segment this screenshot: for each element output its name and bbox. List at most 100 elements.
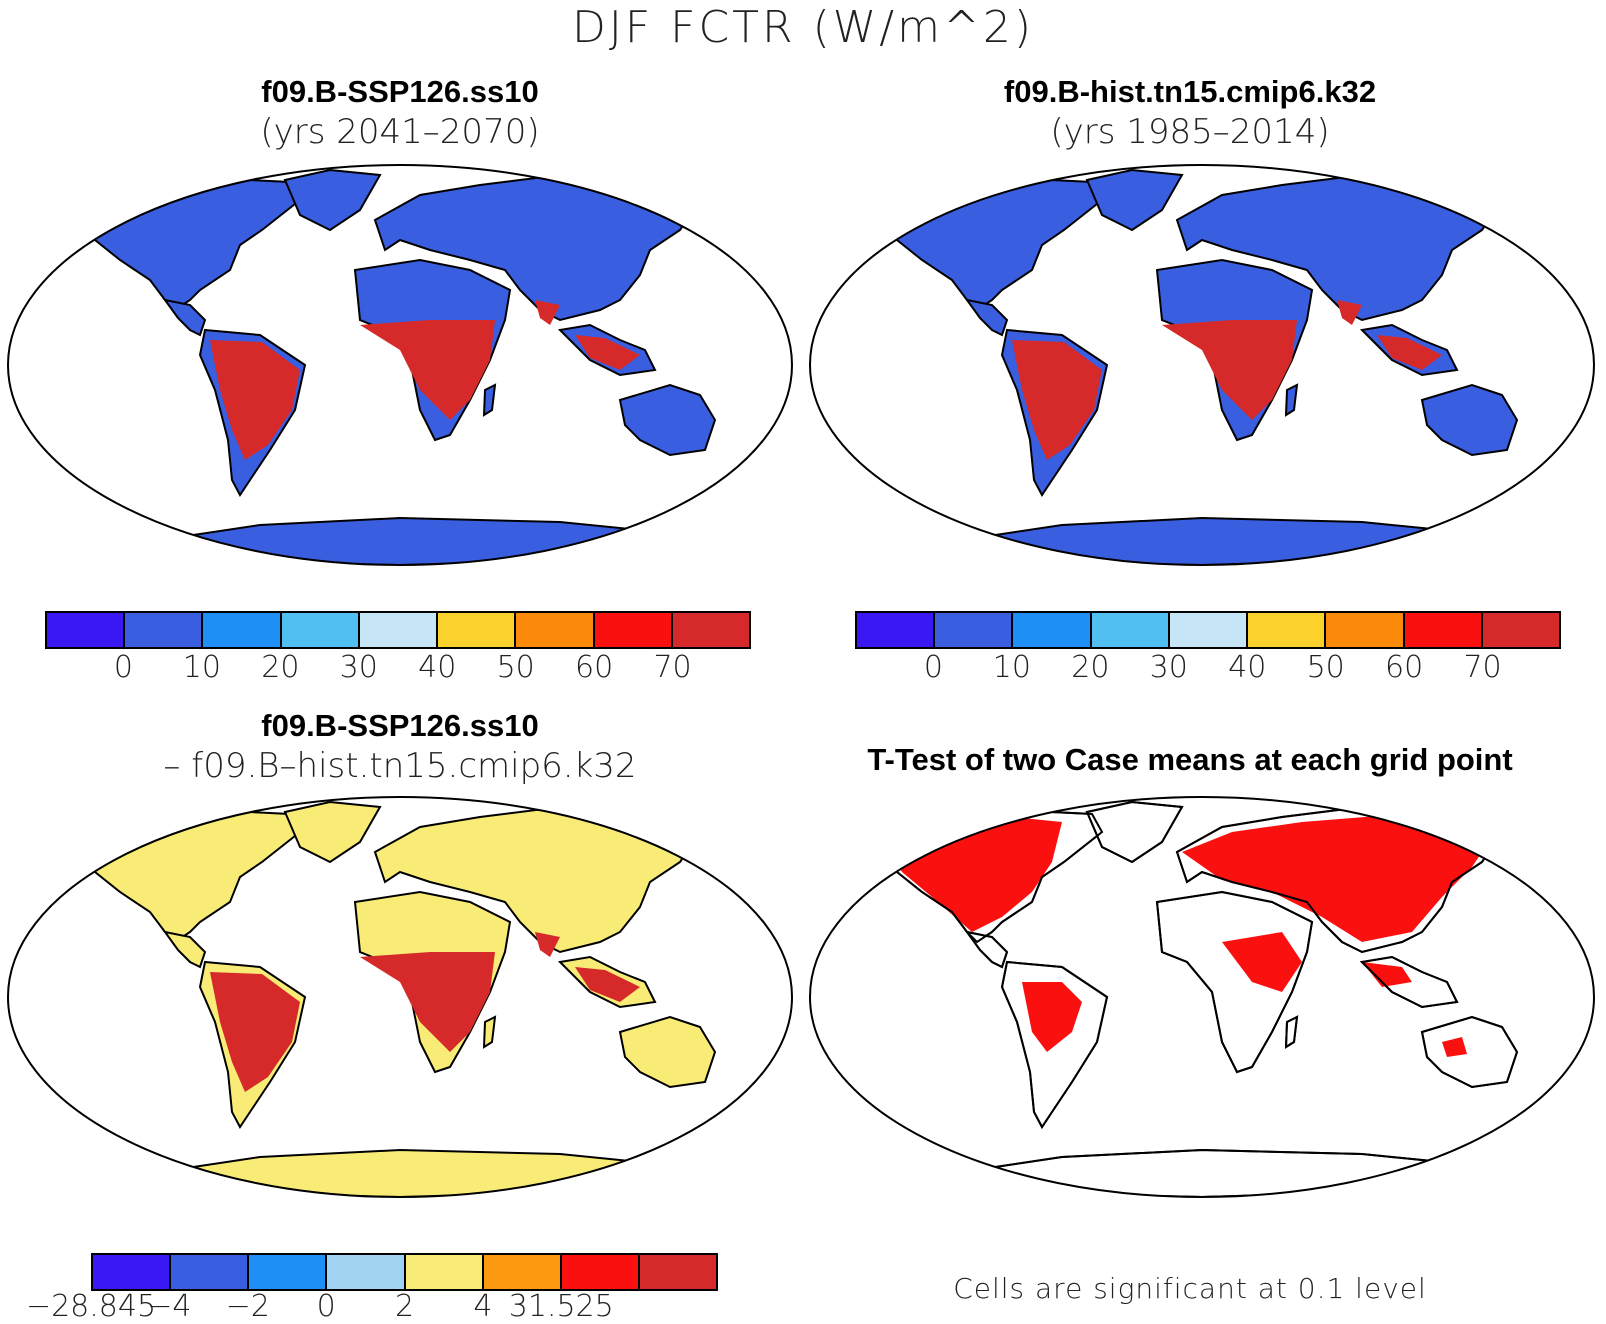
coastline-seasia <box>1359 955 1459 1009</box>
colorbar-tick-label: 0 <box>923 650 943 685</box>
colorbar-swatch <box>405 1255 484 1289</box>
tropics-india <box>1337 300 1362 325</box>
panel-title-historical: f09.B-hist.tn15.cmip6.k32 <box>1003 74 1377 109</box>
panel-title-future: f09.B-SSP126.ss10 <box>261 74 539 109</box>
colorbar-swatch <box>249 1255 328 1289</box>
continent-camerica <box>964 298 1009 337</box>
continent-madagascar <box>482 383 497 417</box>
panel-subtitle-future: (yrs 2041–2070) <box>260 112 540 152</box>
map-land-layer <box>73 168 717 565</box>
colorbar-tick-label: 0 <box>316 1289 336 1324</box>
colorbar-swatch <box>516 613 595 647</box>
colorbar-swatch <box>1013 613 1092 647</box>
colorbar-future-labels: 0 10 20 30 40 50 60 70 <box>45 650 751 690</box>
colorbar-swatch <box>281 613 360 647</box>
significant-region <box>1022 982 1082 1052</box>
map-land-layer <box>73 800 717 1197</box>
colorbar-historical-labels: 0 10 20 30 40 50 60 70 <box>855 650 1561 690</box>
colorbar-tick-label: 30 <box>1149 650 1188 685</box>
colorbar-tick-label: 50 <box>1306 650 1345 685</box>
colorbar-tick-label: −2 <box>225 1289 270 1324</box>
map-difference <box>7 796 793 1198</box>
colorbar-historical <box>855 611 1561 649</box>
colorbar-swatch <box>1169 613 1249 647</box>
colorbar-swatch <box>857 613 936 647</box>
colorbar-difference <box>91 1253 718 1291</box>
figure-title: DJF FCTR (W/m^2) <box>571 2 1034 53</box>
tropics-samerica <box>210 340 300 460</box>
panel-title-difference: f09.B-SSP126.ss10 <box>261 708 539 743</box>
coastline-greenland <box>1085 800 1184 864</box>
tropics-samerica <box>1012 340 1102 460</box>
colorbar-swatch <box>935 613 1014 647</box>
panel-subtitle-historical: (yrs 1985–2014) <box>1050 112 1330 152</box>
colorbar-swatch <box>1326 613 1405 647</box>
colorbar-swatch <box>359 613 439 647</box>
continent-camerica <box>162 298 207 337</box>
colorbar-swatch <box>171 1255 250 1289</box>
map-future <box>7 164 793 566</box>
coastline-samerica <box>1000 960 1109 1129</box>
continent-greenland <box>283 168 382 232</box>
tropics-seasia <box>575 967 640 1002</box>
significant-region <box>1442 1037 1467 1057</box>
continent-australia <box>618 1015 717 1089</box>
ttest-footnote: Cells are significant at 0.1 level <box>953 1272 1427 1305</box>
tropics-india <box>535 300 560 325</box>
continent-greenland <box>1085 168 1184 232</box>
colorbar-tick-label: 0 <box>113 650 133 685</box>
colorbar-tick-label: 70 <box>1463 650 1502 685</box>
significant-region <box>1362 962 1412 987</box>
colorbar-tick-label: 50 <box>496 650 535 685</box>
colorbar-tick-label: 70 <box>653 650 692 685</box>
colorbar-tick-label: 40 <box>418 650 457 685</box>
tropics-samerica <box>210 972 300 1092</box>
coastline-australia <box>1420 1015 1519 1089</box>
significant-region <box>1222 932 1302 992</box>
significant-region <box>892 817 1062 932</box>
map-land-layer <box>875 800 1519 1197</box>
coastline-camerica <box>964 930 1009 969</box>
map-frame <box>7 164 793 566</box>
colorbar-tick-label: 60 <box>575 650 614 685</box>
colorbar-swatch <box>125 613 204 647</box>
panel-title-ttest: T-Test of two Case means at each grid po… <box>867 742 1513 777</box>
colorbar-swatch <box>483 1255 562 1289</box>
coastline-africa <box>1155 890 1314 1074</box>
continent-madagascar <box>482 1015 497 1049</box>
colorbar-tick-label: 10 <box>992 650 1031 685</box>
map-frame <box>7 796 793 1198</box>
colorbar-tick-label: 30 <box>339 650 378 685</box>
colorbar-tick-label: 4 <box>473 1289 493 1324</box>
colorbar-swatch <box>93 1255 172 1289</box>
continent-camerica <box>162 930 207 969</box>
map-frame <box>809 164 1595 566</box>
colorbar-future <box>45 611 751 649</box>
significant-region <box>1182 814 1492 942</box>
colorbar-tick-label: 20 <box>261 650 300 685</box>
colorbar-tick-label: 20 <box>1071 650 1110 685</box>
continent-madagascar <box>1284 383 1299 417</box>
map-historical <box>809 164 1595 566</box>
coastline-madagascar <box>1284 1015 1299 1049</box>
colorbar-swatch <box>438 613 517 647</box>
colorbar-tick-label: 2 <box>394 1289 415 1324</box>
tropics-africa <box>1162 320 1297 420</box>
colorbar-tick-label: 10 <box>182 650 221 685</box>
tropics-india <box>535 932 560 957</box>
continent-greenland <box>283 800 382 864</box>
colorbar-tick-label: −28.845 <box>25 1289 157 1324</box>
tropics-africa <box>360 952 495 1052</box>
map-ttest <box>809 796 1595 1198</box>
panel-subtitle-difference: – f09.B–hist.tn15.cmip6.k32 <box>163 746 637 786</box>
colorbar-swatch <box>594 613 673 647</box>
continent-australia <box>1420 383 1519 457</box>
colorbar-swatch <box>1482 613 1559 647</box>
colorbar-swatch <box>639 1255 716 1289</box>
map-frame <box>809 796 1595 1198</box>
continent-australia <box>618 383 717 457</box>
colorbar-swatch <box>1248 613 1327 647</box>
colorbar-swatch <box>672 613 749 647</box>
colorbar-swatch <box>561 1255 640 1289</box>
colorbar-swatch <box>47 613 126 647</box>
